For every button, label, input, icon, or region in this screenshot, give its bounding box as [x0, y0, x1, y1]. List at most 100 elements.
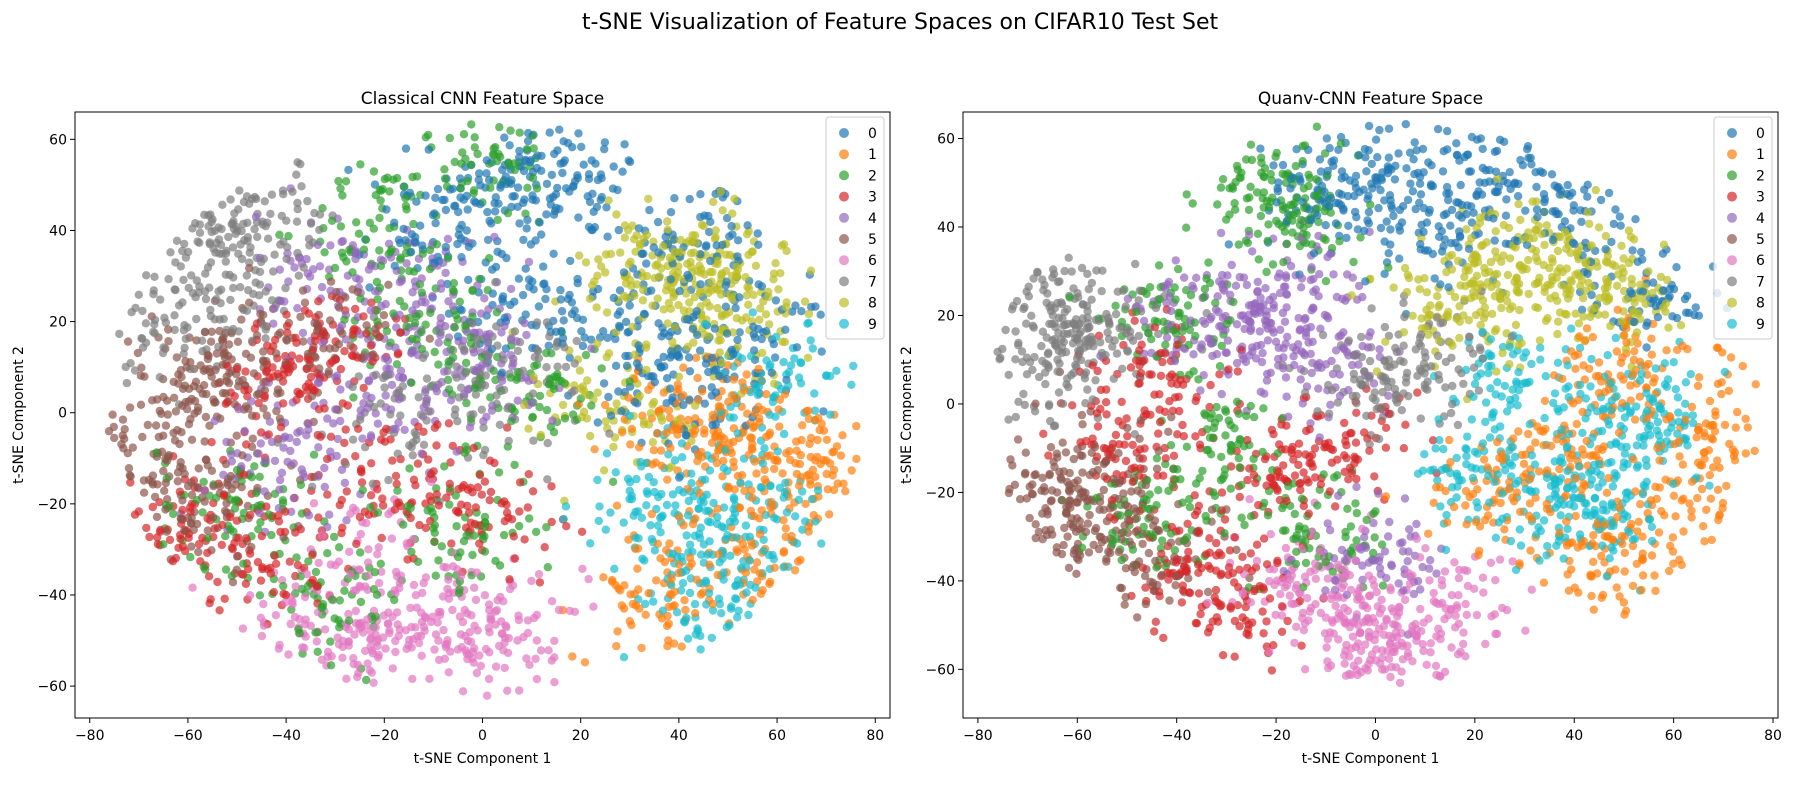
scatter-point-class-2 [462, 398, 471, 408]
scatter-point-class-6 [411, 591, 421, 600]
scatter-point-class-2 [491, 556, 500, 566]
scatter-point-class-1 [667, 425, 676, 435]
scatter-point-class-5 [170, 436, 180, 445]
scatter-point-class-3 [282, 321, 292, 331]
scatter-point-class-0 [574, 213, 583, 222]
scatter-point-class-1 [836, 451, 846, 460]
scatter-point-class-0 [475, 169, 484, 178]
scatter-point-class-2 [513, 373, 522, 382]
scatter-point-class-2 [292, 553, 301, 562]
scatter-point-class-0 [722, 374, 732, 384]
scatter-point-class-2 [413, 557, 423, 566]
scatter-point-class-0 [701, 359, 711, 368]
legend-marker [839, 276, 849, 287]
scatter-point-class-9 [768, 397, 778, 407]
scatter-point-class-0 [791, 301, 800, 310]
scatter-point-class-7 [215, 315, 224, 324]
scatter-point-class-0 [666, 275, 675, 284]
scatter-point-class-6 [460, 605, 469, 615]
scatter-point-class-8 [713, 259, 722, 269]
scatter-point-class-4 [279, 443, 288, 452]
scatter-point-class-0 [619, 268, 629, 277]
scatter-point-class-8 [679, 306, 689, 315]
scatter-point-class-7 [195, 282, 204, 291]
scatter-point-class-3 [1111, 430, 1121, 440]
scatter-point-class-2 [375, 283, 385, 292]
scatter-point-class-2 [429, 524, 438, 533]
scatter-point-class-5 [207, 372, 216, 381]
scatter-point-class-0 [462, 191, 471, 201]
scatter-point-class-7 [306, 219, 316, 228]
scatter-point-class-4 [1375, 563, 1385, 573]
scatter-point-class-1 [737, 471, 747, 480]
scatter-point-class-0 [500, 133, 509, 142]
scatter-point-class-2 [356, 294, 365, 303]
scatter-point-class-2 [468, 286, 477, 296]
scatter-point-class-2 [1313, 204, 1322, 213]
scatter-point-class-4 [285, 433, 294, 443]
scatter-point-class-0 [750, 333, 760, 342]
scatter-point-class-3 [1267, 666, 1277, 675]
scatter-point-class-1 [735, 503, 744, 512]
scatter-point-class-9 [803, 319, 812, 328]
scatter-point-class-9 [1535, 556, 1544, 565]
scatter-point-class-9 [683, 511, 693, 520]
scatter-point-class-8 [578, 382, 587, 391]
scatter-point-class-9 [748, 308, 757, 317]
scatter-point-class-4 [1323, 519, 1332, 528]
scatter-point-class-1 [1461, 501, 1470, 510]
scatter-point-class-9 [807, 495, 817, 504]
scatter-point-class-1 [705, 560, 714, 569]
scatter-point-class-0 [642, 259, 651, 268]
scatter-point-class-2 [587, 401, 596, 410]
scatter-point-class-2 [417, 327, 426, 337]
scatter-point-class-3 [126, 478, 135, 487]
scatter-point-class-6 [379, 611, 389, 620]
scatter-point-class-5 [200, 437, 209, 446]
x-tick-label: −80 [75, 728, 105, 744]
scatter-point-class-0 [558, 168, 567, 178]
scatter-point-class-0 [549, 249, 558, 258]
scatter-point-class-3 [349, 351, 358, 361]
scatter-point-class-5 [169, 393, 179, 402]
scatter-point-class-0 [618, 167, 627, 176]
scatter-point-class-3 [232, 364, 242, 374]
scatter-point-class-3 [524, 470, 533, 479]
scatter-point-class-0 [645, 205, 654, 215]
scatter-point-class-2 [264, 510, 274, 519]
scatter-point-class-3 [264, 430, 273, 439]
scatter-point-class-7 [518, 366, 528, 375]
scatter-point-class-6 [366, 635, 375, 644]
scatter-point-class-8 [732, 314, 741, 323]
scatter-point-class-2 [1267, 176, 1277, 185]
scatter-point-class-6 [391, 647, 400, 657]
scatter-point-class-5 [178, 496, 187, 505]
scatter-point-class-4 [313, 472, 323, 481]
scatter-point-class-3 [326, 432, 336, 441]
scatter-point-class-0 [497, 368, 507, 377]
scatter-point-class-4 [1315, 270, 1324, 279]
scatter-point-class-4 [270, 304, 279, 313]
scatter-point-class-6 [259, 599, 268, 609]
scatter-point-class-8 [774, 285, 783, 294]
scatter-point-class-4 [1425, 564, 1434, 573]
scatter-point-class-2 [466, 339, 476, 348]
scatter-point-class-5 [1140, 571, 1150, 581]
scatter-point-class-3 [415, 520, 424, 530]
scatter-point-class-0 [476, 200, 485, 209]
scatter-point-class-3 [366, 341, 376, 350]
scatter-point-class-4 [318, 338, 327, 348]
scatter-point-class-6 [402, 644, 411, 654]
scatter-point-class-2 [338, 191, 347, 200]
scatter-point-class-7 [255, 291, 264, 300]
scatter-point-class-0 [1563, 180, 1572, 190]
scatter-point-class-7 [193, 237, 202, 246]
scatter-point-class-0 [1456, 180, 1465, 190]
scatter-point-class-7 [1420, 348, 1429, 357]
scatter-point-class-6 [456, 571, 466, 581]
scatter-point-class-7 [261, 325, 270, 334]
scatter-point-class-6 [468, 647, 477, 657]
scatter-point-class-6 [1400, 595, 1410, 605]
scatter-point-class-5 [1203, 587, 1213, 597]
scatter-point-class-5 [182, 363, 191, 372]
